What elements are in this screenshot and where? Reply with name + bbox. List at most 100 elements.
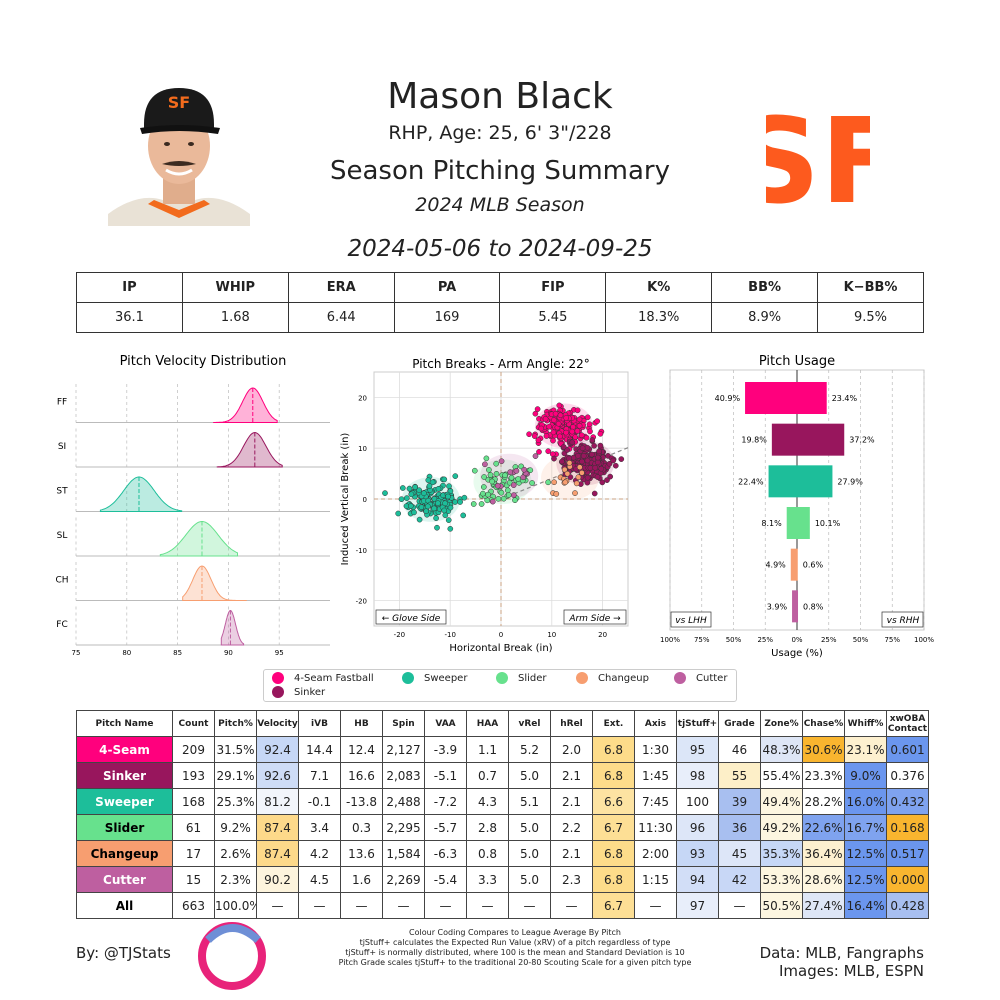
break-point — [461, 494, 468, 501]
break-point — [429, 479, 436, 486]
break-point — [435, 500, 441, 507]
break-point — [507, 469, 514, 475]
break-xtick: 0 — [499, 631, 503, 639]
break-point — [483, 455, 490, 462]
player-headshot: SF — [108, 82, 250, 226]
pitch-cell: 6.8 — [592, 762, 635, 789]
break-xtick: 20 — [598, 631, 607, 639]
break-cluster-points — [482, 453, 539, 505]
break-point — [618, 456, 625, 462]
pitch-cell: 0.8 — [466, 840, 509, 867]
legend-dot — [272, 672, 284, 684]
pitch-cell: -5.1 — [424, 762, 467, 789]
pitch-cell: 16.0% — [844, 788, 887, 815]
break-point — [424, 503, 431, 510]
break-point — [597, 430, 604, 437]
break-ytick: -10 — [356, 547, 367, 555]
break-point — [557, 412, 564, 419]
pitch-cell: 5.0 — [508, 840, 551, 867]
pitch-cell: 35.3% — [760, 840, 803, 867]
image-source-label: Images: MLB, ESPN — [778, 962, 924, 980]
player-bio: RHP, Age: 25, 6' 3"/228 — [388, 122, 612, 144]
season-label: 2024 MLB Season — [415, 194, 585, 216]
break-point — [588, 451, 595, 458]
break-point — [457, 499, 463, 505]
pitch-cell: 96 — [676, 814, 719, 841]
break-point — [553, 491, 560, 497]
break-point — [442, 500, 448, 507]
break-chart-title: Pitch Breaks - Arm Angle: 22° — [412, 357, 590, 371]
break-point — [594, 474, 601, 480]
break-point — [574, 407, 581, 414]
pitch-cell: 55 — [718, 762, 761, 789]
break-point — [569, 439, 576, 446]
pitch-cell: 5.2 — [508, 736, 551, 763]
pitch-table-header: Pitch Name — [76, 710, 173, 737]
break-point — [445, 517, 452, 523]
velocity-chart-title: Pitch Velocity Distribution — [120, 354, 287, 369]
usage-tick-label: 100% — [914, 636, 934, 644]
pitch-cell: — — [718, 892, 761, 919]
pitch-cell: 17 — [172, 840, 215, 867]
header-part: Contact — [887, 723, 928, 734]
pitch-cell: 25.3% — [214, 788, 257, 815]
break-point — [563, 429, 569, 436]
velocity-density-CH — [182, 565, 247, 601]
break-point — [382, 490, 388, 496]
break-point — [494, 482, 501, 489]
legend-item: Changeup — [576, 672, 649, 684]
usage-label-rhh: 23.4% — [832, 394, 858, 403]
stat-header: FIP — [499, 272, 607, 303]
break-point — [576, 464, 583, 471]
pitch-cell: 23.1% — [844, 736, 887, 763]
legend-label: Slider — [518, 672, 547, 684]
pitch-table-header: iVB — [298, 710, 341, 737]
stat-value: 5.45 — [499, 302, 607, 333]
pitch-cell: 98 — [676, 762, 719, 789]
pitch-cell: 49.4% — [760, 788, 803, 815]
break-point — [421, 490, 427, 497]
break-point — [399, 485, 406, 491]
pitch-cell: — — [382, 892, 425, 919]
pitch-name-cell: Cutter — [76, 866, 173, 893]
break-point — [471, 467, 478, 474]
footnote-line: Colour Coding Compares to League Average… — [409, 928, 621, 937]
usage-bar-rhh — [797, 548, 798, 581]
vs-rhh-label: vs RHH — [887, 616, 920, 626]
pitch-cell: 0.7 — [466, 762, 509, 789]
pitch-table-header: Count — [172, 710, 215, 737]
pitch-cell: 0.432 — [886, 788, 929, 815]
arm-side-label: Arm Side → — [568, 614, 621, 624]
break-point — [441, 476, 448, 483]
pitch-cell: -5.4 — [424, 866, 467, 893]
pitch-cell: -5.7 — [424, 814, 467, 841]
stat-header: BB% — [711, 272, 819, 303]
pitch-cell: 2.1 — [550, 840, 593, 867]
break-point — [551, 417, 557, 423]
pitch-cell: 5.0 — [508, 814, 551, 841]
pitch-cell: 1.6 — [340, 866, 383, 893]
usage-label-rhh: 10.1% — [815, 519, 841, 528]
break-point — [487, 472, 494, 478]
break-point — [578, 432, 585, 439]
pitch-cell: 0.000 — [886, 866, 929, 893]
break-point — [478, 501, 485, 507]
usage-label-rhh: 0.8% — [803, 602, 824, 611]
break-cluster-points — [382, 473, 468, 532]
break-point — [531, 433, 538, 439]
pitch-table-header: Axis — [634, 710, 677, 737]
break-point — [493, 470, 500, 477]
stat-value: 18.3% — [605, 302, 713, 333]
footnote: Colour Coding Compares to League Average… — [300, 928, 730, 968]
break-point — [395, 510, 402, 517]
stat-header: K% — [605, 272, 713, 303]
break-cluster-points — [526, 402, 605, 458]
pitch-table-header: Zone% — [760, 710, 803, 737]
break-point — [495, 495, 502, 502]
break-point — [564, 470, 571, 477]
legend-label: Sweeper — [424, 672, 468, 684]
usage-bar-lhh — [745, 382, 797, 414]
pitch-cell: 87.4 — [256, 814, 299, 841]
stat-value: 6.44 — [287, 302, 395, 333]
break-point — [538, 425, 545, 432]
